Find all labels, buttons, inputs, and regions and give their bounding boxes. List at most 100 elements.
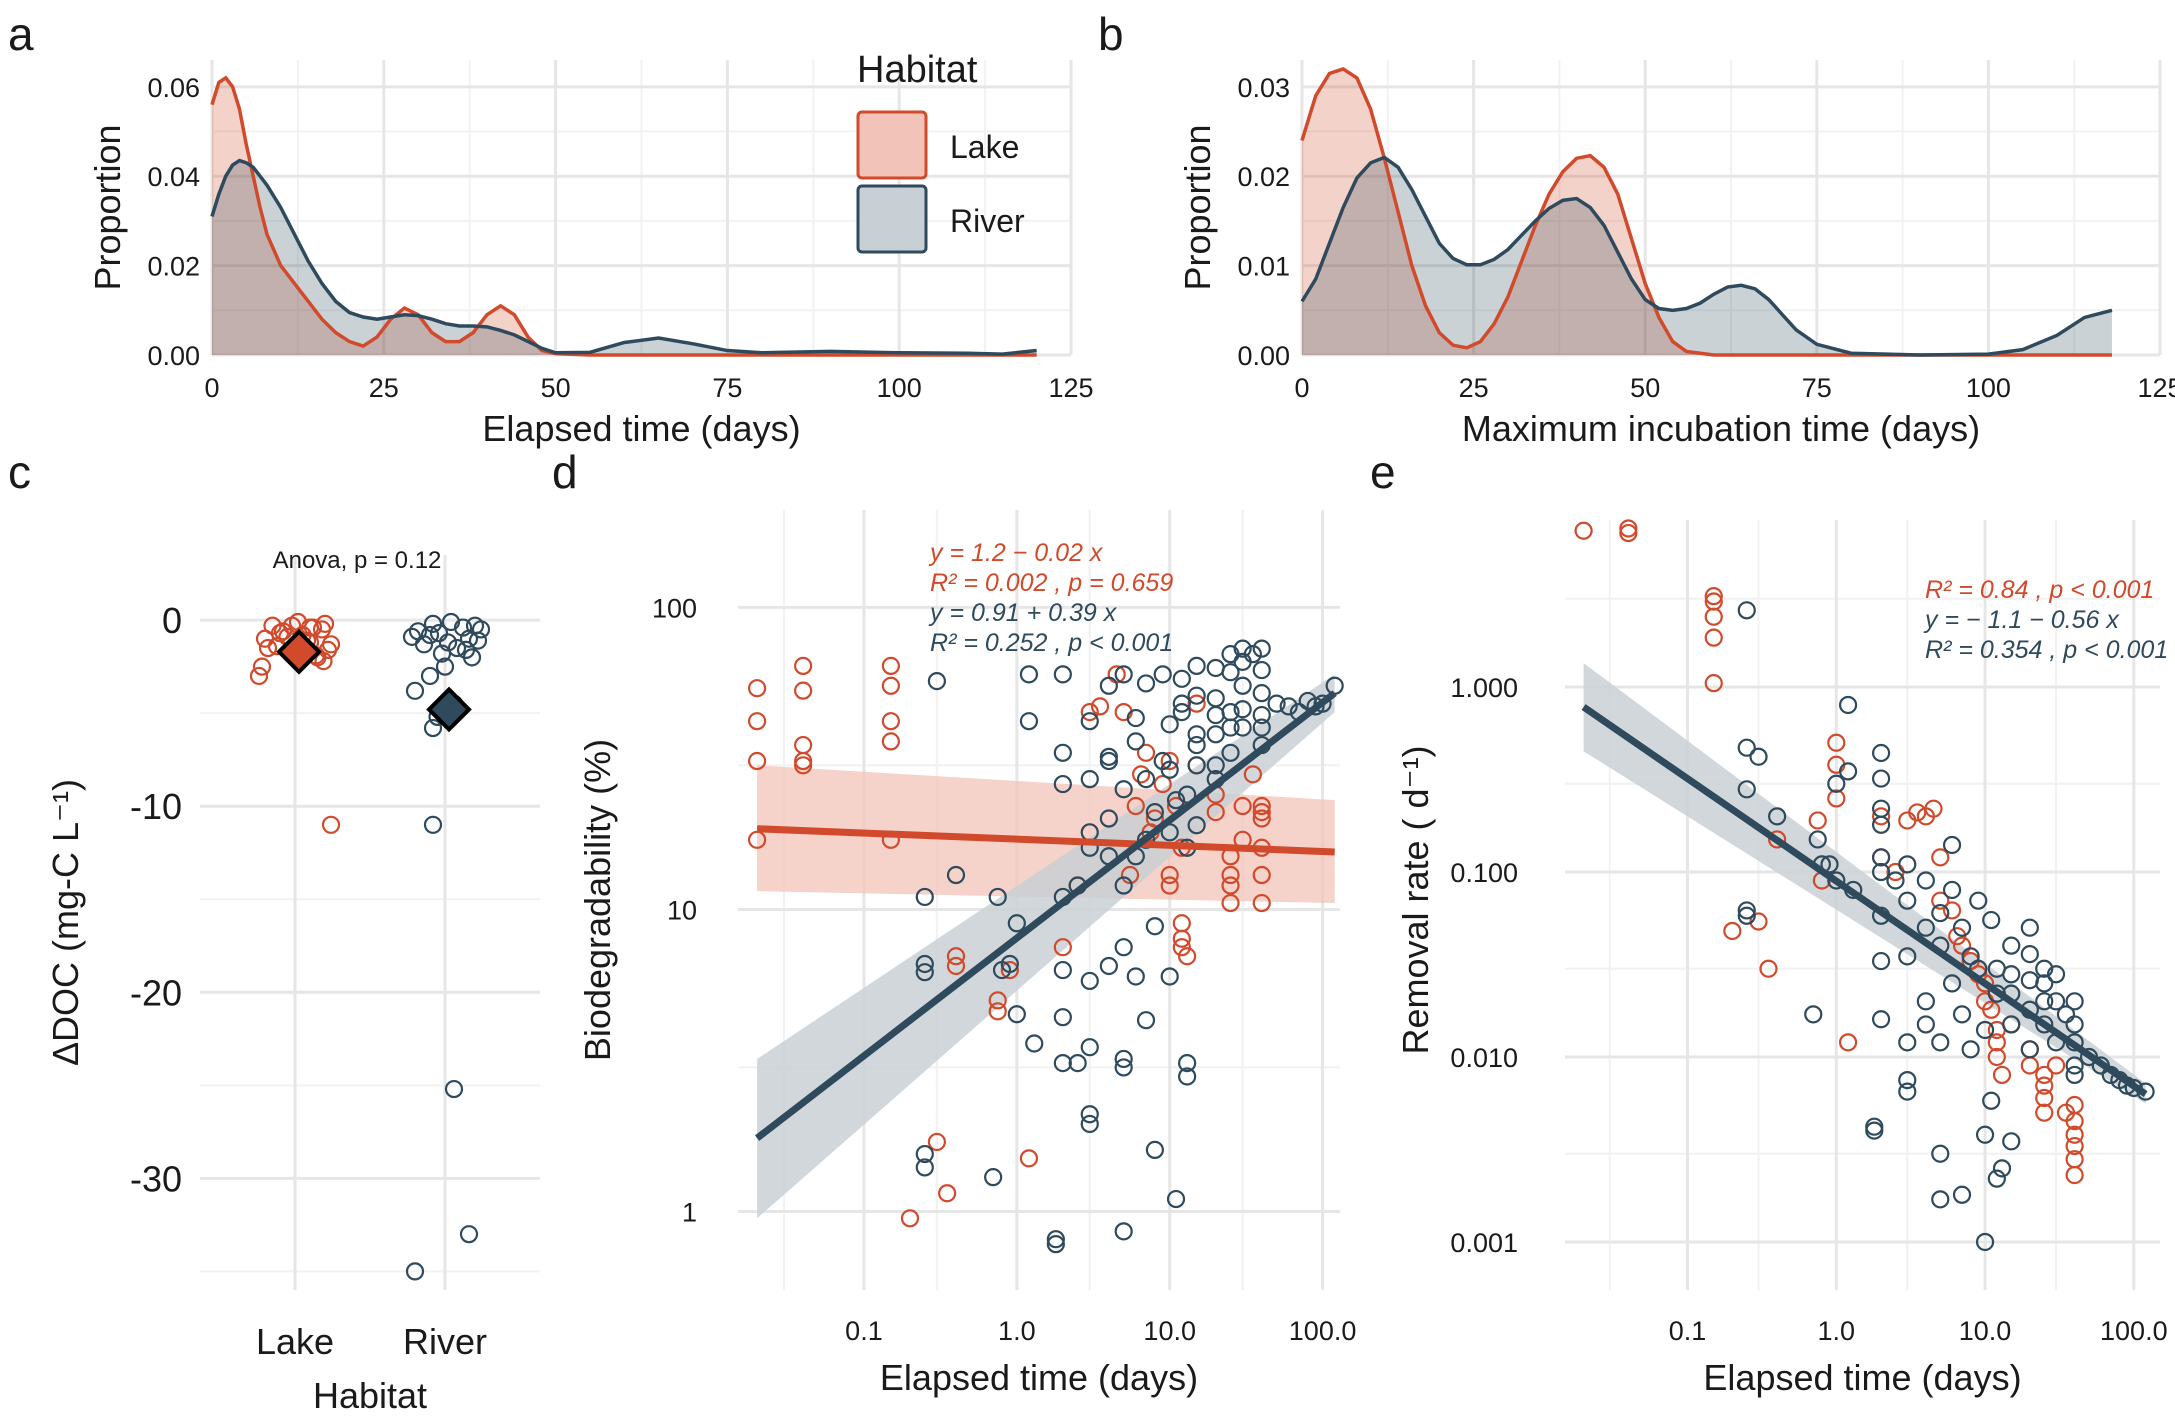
point-river — [1126, 967, 1145, 986]
x-tick-label: 100 — [1966, 373, 2011, 403]
point-lake — [900, 1209, 920, 1228]
point-river — [1178, 1067, 1197, 1086]
point-river — [1804, 1005, 1823, 1024]
point-river — [1053, 665, 1072, 684]
point-river — [1252, 639, 1271, 658]
point-river — [1975, 1020, 1995, 1040]
point-river — [2020, 944, 2039, 964]
point-river — [915, 887, 934, 907]
point-river — [1871, 951, 1891, 971]
point-river — [1827, 871, 1846, 890]
point-lake — [946, 947, 966, 966]
x-tick-label: 25 — [1459, 373, 1489, 403]
y-tick-label: 0 — [162, 600, 182, 641]
point-river — [441, 612, 461, 632]
point-river — [1080, 1105, 1099, 1124]
point-lake — [1172, 914, 1191, 933]
x-tick-label: 75 — [712, 373, 742, 403]
point-lake — [988, 991, 1007, 1010]
point-river — [1160, 967, 1179, 986]
x-tick-label: 0 — [204, 373, 219, 403]
point-river — [1160, 760, 1179, 779]
point-lake — [1619, 523, 1638, 543]
y-tick-label: 0.100 — [1450, 858, 1518, 888]
point-lake — [946, 956, 966, 976]
point-lake — [255, 629, 275, 648]
point-lake — [1931, 848, 1950, 867]
point-river — [1267, 694, 1286, 713]
point-river — [2035, 1015, 2054, 1034]
point-lake — [1126, 796, 1145, 816]
point-river — [2065, 1056, 2084, 1075]
point-lake — [2035, 1103, 2054, 1122]
density-area-river — [212, 160, 1037, 355]
point-river — [1931, 1190, 1950, 1209]
x-tick-label: 100.0 — [1289, 1316, 1357, 1346]
point-lake — [1704, 628, 1723, 647]
mean-marker-lake — [276, 628, 322, 675]
point-river — [1279, 697, 1298, 716]
point-lake — [1221, 893, 1240, 913]
anova-annotation: Anova, p = 0.12 — [273, 547, 442, 574]
legend-label-river: River — [950, 203, 1025, 239]
point-lake — [1080, 703, 1099, 722]
point-river — [915, 1144, 934, 1164]
point-river — [405, 681, 425, 700]
point-river — [2035, 974, 2054, 993]
point-river — [1969, 891, 1988, 910]
point-river — [1053, 743, 1072, 762]
point-river — [1053, 960, 1072, 980]
point-river — [1982, 910, 2001, 930]
point-river — [1737, 780, 1756, 799]
point-river — [1160, 715, 1179, 734]
point-river — [1838, 695, 1858, 715]
point-river — [984, 1168, 1003, 1187]
point-river — [915, 1158, 934, 1177]
point-river — [1871, 1010, 1891, 1029]
point-lake — [1252, 796, 1271, 816]
point-lake — [1145, 809, 1164, 828]
point-river — [988, 887, 1007, 907]
point-river — [1007, 914, 1026, 933]
y-tick-label: 100 — [652, 593, 697, 623]
point-lake — [748, 751, 767, 771]
x-tick-label: River — [403, 1321, 487, 1362]
point-lake — [1153, 774, 1172, 794]
legend-label-lake: Lake — [950, 129, 1019, 165]
point-river — [1871, 848, 1891, 867]
point-river — [1053, 1008, 1072, 1027]
point-river — [1975, 1125, 1995, 1144]
point-lake — [1120, 865, 1140, 885]
fit-line-river — [754, 690, 1337, 1141]
point-lake — [258, 638, 278, 658]
y-tick-label: -30 — [130, 1158, 182, 1199]
point-river — [1252, 660, 1271, 680]
x-tick-label: 0 — [1294, 373, 1309, 403]
y-tick-label: 1.000 — [1450, 673, 1518, 703]
point-river — [1206, 756, 1225, 775]
regression-equation-lake: y = 1.2 − 0.02 x — [928, 539, 1104, 567]
point-river — [1099, 809, 1118, 828]
x-axis-title: Elapsed time (days) — [1703, 1357, 2021, 1398]
point-river — [1737, 601, 1756, 620]
point-lake — [1808, 811, 1827, 830]
point-river — [1136, 674, 1156, 693]
point-river — [1871, 862, 1891, 882]
point-lake — [1827, 789, 1846, 808]
y-tick-label: 0.03 — [1237, 73, 1290, 103]
point-river — [459, 629, 479, 648]
fit-line-river — [1581, 704, 2148, 1097]
point-lake — [2065, 1136, 2084, 1156]
point-lake — [1252, 865, 1271, 885]
point-lake — [881, 732, 900, 751]
point-lake — [1768, 830, 1787, 849]
point-river — [1099, 956, 1118, 976]
point-river — [1114, 876, 1133, 895]
point-river — [1053, 1054, 1072, 1073]
x-tick-label: 0.1 — [1669, 1316, 1707, 1346]
y-tick-label: 0.00 — [147, 341, 200, 371]
panel-label-b: b — [1098, 8, 1124, 60]
point-lake — [1172, 938, 1191, 957]
y-tick-label: 0.00 — [1237, 341, 1290, 371]
point-river — [1080, 770, 1099, 789]
